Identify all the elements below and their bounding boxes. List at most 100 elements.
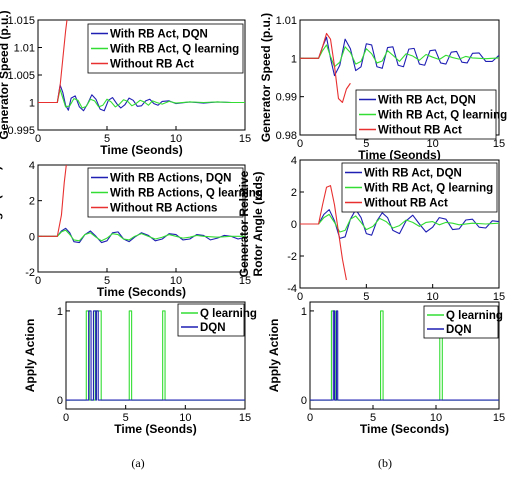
x-tick-label: 5 <box>104 275 110 287</box>
series-group <box>300 32 499 103</box>
x-tick-label: 15 <box>493 291 505 303</box>
x-tick-label: 5 <box>363 291 369 303</box>
series-group <box>300 185 499 281</box>
x-axis-label: Time (Seconds) <box>360 422 449 436</box>
legend: Q learning DQN <box>423 305 503 339</box>
x-tick-label: 10 <box>170 275 182 287</box>
legend-entry: With RB Act, DQN <box>378 95 476 107</box>
legend: Q learning DQN <box>177 303 257 337</box>
legend-entry: DQN <box>200 322 226 334</box>
legend-entry: DQN <box>446 324 472 336</box>
legend-entry: With RB Actions, Q learning <box>110 188 263 200</box>
y-tick-label: 1.01 <box>14 43 35 55</box>
y-axis-label: Apply Action <box>23 319 37 393</box>
x-axis-label: Time (Seonds) <box>358 148 440 162</box>
y-tick-label: 1 <box>57 306 63 318</box>
subfigure-caption: (a) <box>131 456 144 470</box>
x-tick-label: 0 <box>35 133 41 145</box>
legend: With RB Actions, DQN With RB Actions, Q l… <box>87 167 263 218</box>
x-tick-label: 5 <box>370 412 376 424</box>
legend-entry: Without RB Act <box>364 198 448 210</box>
y-tick-label: 1 <box>301 306 307 318</box>
y-tick-label: -2 <box>25 267 35 279</box>
x-tick-label: 15 <box>493 412 505 424</box>
series-line-dqn <box>38 227 245 244</box>
series-line-dqn <box>310 310 499 401</box>
y-tick-label: 1 <box>29 98 35 110</box>
panel-a3: 0 5 10 15 0 1 Time (Seonds) Apply Action Q learn… <box>23 301 257 436</box>
y-tick-label: -4 <box>287 283 297 295</box>
y-tick-label: -2 <box>287 251 297 263</box>
legend-entry: With RB Act, Q learning <box>110 44 239 56</box>
series-line-q-learning <box>38 88 245 109</box>
x-tick-label: 5 <box>104 133 110 145</box>
y-tick-label: 1.01 <box>276 15 297 27</box>
legend-entry: With RB Act, Q learning <box>364 183 493 195</box>
series-group <box>66 310 245 401</box>
subfigure-caption: (b) <box>378 456 392 470</box>
x-tick-label: 0 <box>297 291 303 303</box>
panel-b1: 0 5 10 15 0.98 0.99 1 1.01 Time (Seonds) Generato… <box>259 13 507 162</box>
legend-entry: With RB Act, Q learning <box>378 110 507 122</box>
x-tick-label: 10 <box>427 291 439 303</box>
y-tick-label: 0 <box>29 231 35 243</box>
y-tick-label: 0.98 <box>276 130 297 142</box>
y-tick-label: 4 <box>291 155 297 167</box>
y-tick-label: 1 <box>291 53 297 65</box>
x-tick-label: 0 <box>63 412 69 424</box>
y-tick-label: 0 <box>291 219 297 231</box>
x-tick-label: 15 <box>239 133 251 145</box>
legend-entry: Q learning <box>446 310 503 322</box>
legend-entry: With RB Act, DQN <box>364 168 462 180</box>
y-axis-label: Generator RelativeRotor Angle (rads) <box>0 165 3 272</box>
x-tick-label: 0 <box>297 138 303 150</box>
legend-entry: With RB Act, DQN <box>110 29 208 41</box>
x-tick-label: 15 <box>493 138 505 150</box>
series-line-dqn <box>300 209 499 239</box>
series-group <box>38 20 245 112</box>
x-tick-label: 0 <box>35 275 41 287</box>
y-axis-label: Generator RelativeRotor Angle (rads) <box>237 170 265 277</box>
x-tick-label: 10 <box>427 138 439 150</box>
series-line-q-learning <box>300 213 499 233</box>
y-tick-label: 2 <box>291 187 297 199</box>
panel-b3: 0 5 10 15 0 1 Time (Seconds) Apply Action Q lear… <box>267 301 505 436</box>
series-line-without <box>38 20 68 104</box>
legend-box <box>423 305 499 339</box>
x-tick-label: 15 <box>239 412 251 424</box>
legend-entry: With RB Actions, DQN <box>110 173 232 185</box>
y-axis-label: Generator Speed (p.u.) <box>259 13 273 142</box>
series-line-without <box>300 185 347 281</box>
y-tick-label: 0 <box>301 395 307 407</box>
x-tick-label: 10 <box>179 412 191 424</box>
series-line-without <box>38 165 67 237</box>
legend-entry: Without RB Actions <box>110 203 217 215</box>
legend-entry: Q learning <box>200 308 257 320</box>
x-axis-label: Time (Seonds) <box>114 422 196 436</box>
legend: With RB Act, DQN With RB Act, Q learning W… <box>341 162 498 213</box>
y-axis-label: Generator Speed (p.u.) <box>0 10 11 139</box>
legend-box <box>87 23 244 74</box>
series-line-dqn <box>66 310 245 401</box>
x-tick-label: 0 <box>307 412 313 424</box>
x-axis-label: Time (Seonds) <box>100 143 182 157</box>
y-tick-label: 0.99 <box>276 92 297 104</box>
y-axis-label: Apply Action <box>267 319 281 393</box>
x-tick-label: 10 <box>430 412 442 424</box>
legend-entry: Without RB Act <box>110 59 194 71</box>
y-tick-label: 4 <box>29 160 35 172</box>
x-tick-label: 15 <box>239 275 251 287</box>
legend-entry: Without RB Act <box>378 125 462 137</box>
x-axis-label: Time (Seconds) <box>97 285 186 299</box>
y-tick-label: 0.995 <box>7 125 35 137</box>
x-tick-label: 10 <box>170 133 182 145</box>
legend-box <box>177 303 245 337</box>
legend: With RB Act, DQN With RB Act, Q learning W… <box>87 23 244 74</box>
series-line-dqn <box>300 36 499 77</box>
legend: With RB Act, DQN With RB Act, Q learning W… <box>355 89 507 140</box>
legend-box <box>341 162 498 213</box>
y-tick-label: 0 <box>57 395 63 407</box>
x-tick-label: 5 <box>363 138 369 150</box>
